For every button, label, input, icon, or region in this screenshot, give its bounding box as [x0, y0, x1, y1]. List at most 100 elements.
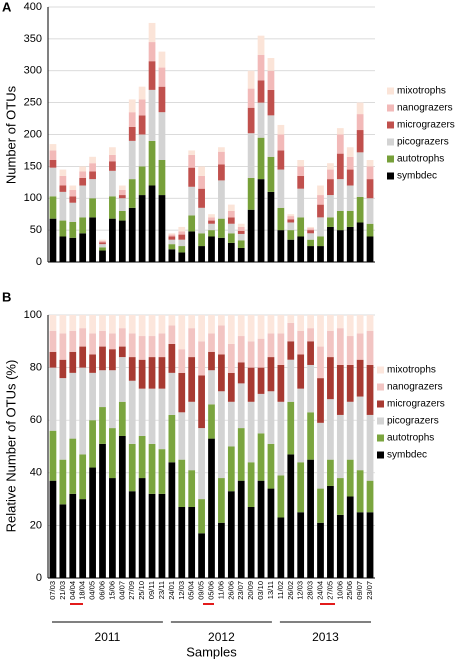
bar-segment — [198, 188, 205, 208]
bar-segment — [99, 346, 106, 371]
bar-segment — [188, 506, 196, 578]
bar-segment — [188, 470, 196, 507]
bar-segment — [198, 341, 205, 376]
bar-segment — [188, 328, 196, 358]
bar-segment — [346, 315, 354, 337]
bar-segment — [336, 414, 344, 479]
bar-segment — [297, 188, 305, 218]
bar-segment — [257, 338, 265, 368]
bar-segment — [69, 493, 77, 578]
bar-segment — [307, 239, 314, 247]
bar-segment — [247, 506, 255, 578]
x-tick-label: 03/10 — [256, 581, 265, 600]
bar-segment — [79, 177, 87, 186]
bar-segment — [128, 112, 136, 127]
bar-segment — [49, 167, 57, 197]
bar-segment — [366, 223, 374, 237]
bar-segment — [307, 459, 314, 578]
bar-segment — [336, 364, 344, 415]
x-tick-label: 04/05 — [88, 581, 97, 600]
bar-segment — [237, 223, 245, 227]
bar-segment — [327, 459, 334, 486]
bar-segment — [247, 70, 255, 89]
bar-segment — [109, 370, 116, 429]
bar-segment — [178, 246, 186, 253]
x-tick-label: 26/02 — [286, 581, 295, 600]
bar-segment — [118, 220, 126, 262]
bar-segment — [79, 185, 87, 218]
x-tick-label: 13/11 — [266, 581, 275, 599]
bar-segment — [109, 196, 116, 219]
bar-segment — [346, 336, 354, 365]
bar-segment — [307, 230, 314, 234]
bar-segment — [99, 247, 106, 251]
bar-segment — [208, 315, 215, 334]
bar-segment — [247, 209, 255, 262]
bar-segment — [237, 480, 245, 578]
legend-swatch — [377, 366, 384, 374]
bar-segment — [138, 195, 146, 262]
bar-segment — [208, 438, 215, 578]
bar-segment — [346, 156, 354, 170]
bar-segment — [366, 179, 374, 199]
legend-swatch — [387, 155, 394, 163]
x-tick-label: 06/06 — [97, 581, 106, 600]
bar-segment — [287, 239, 295, 262]
bar-segment — [198, 166, 205, 176]
legend-swatch — [377, 417, 384, 425]
bar-segment — [327, 315, 334, 331]
bar-segment — [59, 504, 67, 578]
bar-segment — [49, 218, 57, 262]
bar-segment — [346, 459, 354, 497]
x-tick-label: 07/03 — [48, 581, 57, 600]
bar-segment — [128, 99, 136, 113]
bar-segment — [208, 214, 215, 218]
bar-segment — [178, 252, 186, 262]
x-axis-title: Samples — [186, 644, 237, 659]
bar-segment — [356, 102, 364, 115]
bar-segment — [227, 204, 235, 211]
bar-segment — [297, 315, 305, 331]
bar-segment — [237, 247, 245, 262]
bar-segment — [267, 70, 275, 90]
bar-segment — [198, 499, 205, 534]
bar-segment — [59, 175, 67, 186]
legend-label: autotrophs — [397, 154, 444, 165]
bar-segment — [346, 401, 354, 460]
bar-segment — [327, 195, 334, 218]
bar-segment — [138, 99, 146, 116]
bar-segment — [89, 217, 96, 262]
bar-segment — [148, 443, 156, 494]
bar-segment — [69, 438, 77, 494]
bar-segment — [208, 351, 215, 371]
bar-segment — [188, 315, 196, 329]
bar-segment — [59, 169, 67, 176]
bar-segment — [277, 124, 285, 135]
x-tick-label: 11/06 — [216, 581, 225, 599]
bar-segment — [79, 171, 87, 178]
bar-segment — [128, 443, 136, 492]
bar-segment — [128, 126, 136, 141]
bar-segment — [208, 223, 215, 231]
bar-segment — [346, 169, 354, 186]
y-tick-label: 350 — [24, 33, 42, 45]
bar-segment — [69, 202, 77, 222]
bar-segment — [148, 89, 156, 141]
bar-segment — [89, 333, 96, 355]
bar-segment — [218, 147, 225, 152]
bar-segment — [267, 333, 275, 358]
bar-segment — [188, 401, 196, 471]
bar-segment — [138, 315, 146, 337]
bar-segment — [79, 315, 87, 329]
bar-segment — [356, 512, 364, 578]
bar-segment — [267, 443, 275, 489]
bar-segment — [198, 233, 205, 247]
bar-segment — [218, 218, 225, 238]
x-tick-label: 05/04 — [187, 581, 196, 600]
bar-segment — [336, 179, 344, 211]
bar-segment — [79, 346, 87, 368]
y-tick-label: 0 — [36, 256, 42, 268]
bar-segment — [257, 102, 265, 138]
bar-segment — [158, 333, 166, 358]
bar-segment — [307, 226, 314, 229]
